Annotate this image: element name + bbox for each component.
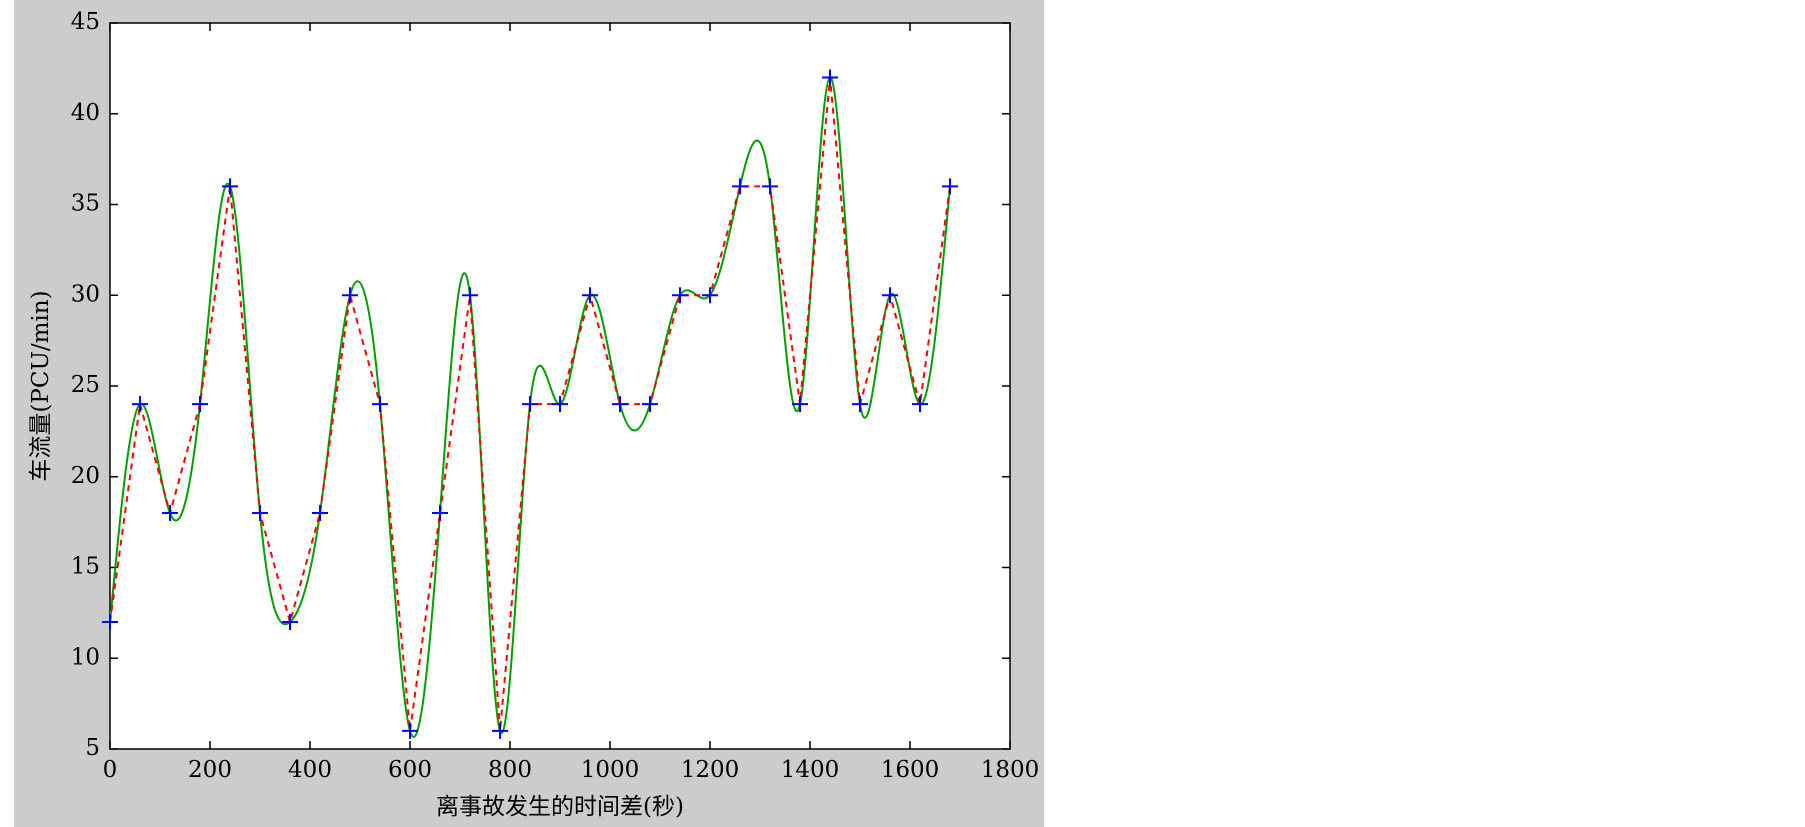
spline-line — [109, 76, 951, 738]
x-tick-label: 600 — [388, 757, 432, 783]
x-tick-label: 1400 — [781, 757, 840, 783]
x-tick-label: 200 — [188, 757, 232, 783]
x-tick-label: 0 — [103, 757, 118, 783]
data-point — [252, 505, 268, 522]
data-point — [942, 178, 958, 195]
data-point — [642, 396, 658, 413]
plot-area — [109, 22, 1011, 750]
x-tick-label: 1000 — [581, 757, 640, 783]
data-point — [852, 396, 868, 413]
y-axis-label: 车流量(PCU/min) — [28, 290, 54, 481]
data-point — [612, 396, 628, 413]
data-point — [792, 396, 808, 413]
data-point — [312, 505, 328, 522]
data-point — [342, 287, 358, 304]
data-point — [432, 505, 448, 522]
data-point — [762, 178, 778, 195]
data-point — [462, 287, 478, 304]
data-point — [492, 722, 508, 739]
x-tick-label: 1600 — [881, 757, 940, 783]
data-point — [552, 396, 568, 413]
data-point — [162, 505, 178, 522]
data-point — [582, 287, 598, 304]
x-axis-label: 离事故发生的时间差(秒) — [436, 794, 684, 820]
data-point — [732, 178, 748, 195]
data-point — [192, 396, 208, 413]
y-tick-label: 20 — [71, 463, 100, 489]
y-tick-label: 15 — [71, 554, 100, 580]
data-point — [282, 613, 298, 630]
y-tick-label: 25 — [71, 372, 100, 398]
x-tick-label: 1800 — [981, 757, 1040, 783]
data-point — [912, 396, 928, 413]
data-point — [822, 69, 838, 86]
data-point — [702, 287, 718, 304]
y-tick-label: 10 — [71, 644, 100, 670]
x-tick-label: 800 — [488, 757, 532, 783]
y-tick-label: 40 — [71, 100, 100, 126]
data-point — [522, 396, 538, 413]
y-tick-label: 5 — [85, 735, 100, 761]
y-tick-label: 35 — [71, 191, 100, 217]
data-point — [102, 613, 118, 630]
y-tick-label: 45 — [71, 9, 100, 35]
data-point — [222, 178, 238, 195]
data-point — [372, 396, 388, 413]
y-tick-label: 30 — [71, 281, 100, 307]
x-tick-label: 1200 — [681, 757, 740, 783]
data-point — [132, 396, 148, 413]
data-point — [402, 722, 418, 739]
data-point — [882, 287, 898, 304]
data-point — [672, 287, 688, 304]
x-tick-label: 400 — [288, 757, 332, 783]
